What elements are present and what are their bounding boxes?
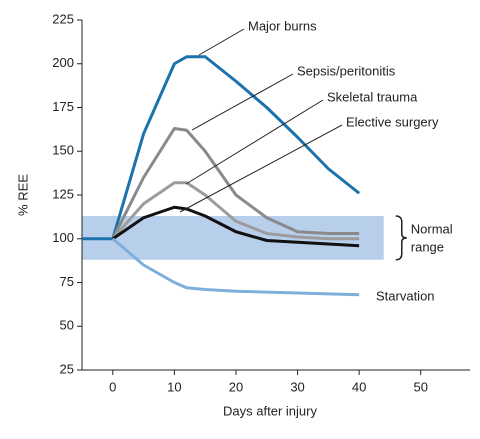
series-line <box>111 237 360 297</box>
series-label: Starvation <box>376 288 435 303</box>
x-tick-label: 10 <box>167 379 181 394</box>
x-tick-label: 20 <box>229 379 243 394</box>
y-tick-label: 175 <box>52 99 74 114</box>
x-axis-label: Days after injury <box>223 403 317 418</box>
y-tick-label: 50 <box>60 318 74 333</box>
y-tick-label: 200 <box>52 55 74 70</box>
x-tick-label: 0 <box>109 379 116 394</box>
y-tick-label: 100 <box>52 230 74 245</box>
y-tick-label: 75 <box>60 274 74 289</box>
series-line <box>82 55 361 241</box>
band-label: range <box>411 239 444 254</box>
leader-line <box>179 124 343 213</box>
y-tick-label: 25 <box>60 361 74 376</box>
y-tick-label: 225 <box>52 11 74 26</box>
y-tick-label: 125 <box>52 186 74 201</box>
series-line <box>111 205 360 248</box>
y-axis-label: % REE <box>15 174 30 216</box>
series-label: Major burns <box>248 18 317 33</box>
y-tick-label: 150 <box>52 143 74 158</box>
series-label: Sepsis/peritonitis <box>297 63 396 78</box>
leader-line <box>191 73 294 131</box>
series-label: Elective surgery <box>346 114 439 129</box>
band-label: Normal <box>411 221 453 236</box>
series-line <box>111 181 360 241</box>
brace <box>395 215 407 261</box>
series-line <box>111 127 360 240</box>
x-tick-label: 50 <box>413 379 427 394</box>
x-tick-label: 30 <box>290 379 304 394</box>
series-label: Skeletal trauma <box>327 89 418 104</box>
x-tick-label: 40 <box>352 379 366 394</box>
leader-line <box>198 28 245 56</box>
leader-line <box>185 99 324 185</box>
